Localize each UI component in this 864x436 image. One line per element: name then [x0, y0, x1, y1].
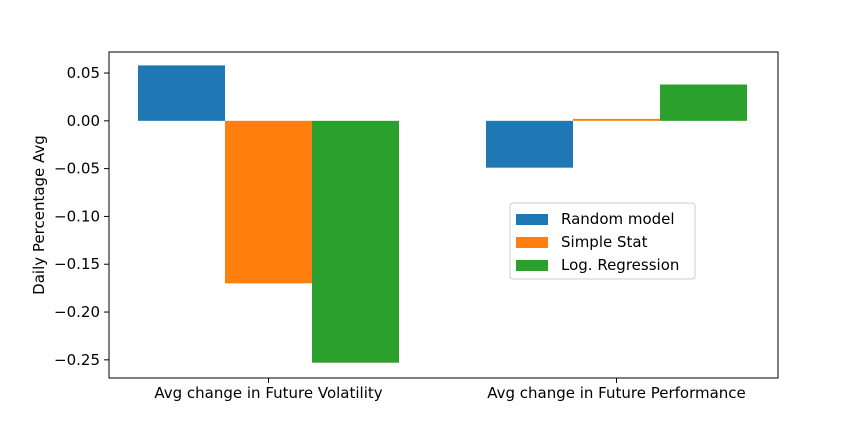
bar-log-regression-2 [660, 84, 747, 121]
y-tick-label: 0.00 [67, 112, 100, 130]
bar-log-regression-1 [312, 120, 399, 363]
y-tick-label: −0.25 [54, 351, 100, 369]
legend-swatch [516, 214, 548, 225]
legend-label: Log. Regression [561, 256, 679, 274]
bar-random-model-2 [486, 120, 573, 168]
legend-swatch [516, 237, 548, 248]
x-tick-label: Avg change in Future Volatility [154, 384, 382, 402]
legend-label: Random model [561, 210, 675, 228]
x-tick-label: Avg change in Future Performance [487, 384, 746, 402]
y-tick-label: 0.05 [67, 64, 100, 82]
bar-simple-stat-2 [573, 118, 660, 121]
y-tick-label: −0.20 [54, 303, 100, 321]
y-tick-label: −0.05 [54, 160, 100, 178]
y-tick-label: −0.15 [54, 255, 100, 273]
legend-box [509, 202, 696, 280]
legend-swatch [516, 260, 548, 271]
bar-random-model-1 [138, 65, 225, 121]
bar-simple-stat-1 [225, 120, 312, 284]
legend: Random model Simple Stat Log. Regression [509, 202, 696, 280]
bars-layer [138, 65, 747, 363]
plot-frame [108, 51, 779, 379]
legend-label: Simple Stat [561, 233, 648, 251]
axes-layer: 0.05 0.00 −0.05 −0.10 −0.15 −0.20 −0.25 Avg cha… [54, 51, 779, 402]
y-axis-label: Daily Percentage Avg [30, 135, 48, 295]
y-tick-label: −0.10 [54, 207, 100, 225]
